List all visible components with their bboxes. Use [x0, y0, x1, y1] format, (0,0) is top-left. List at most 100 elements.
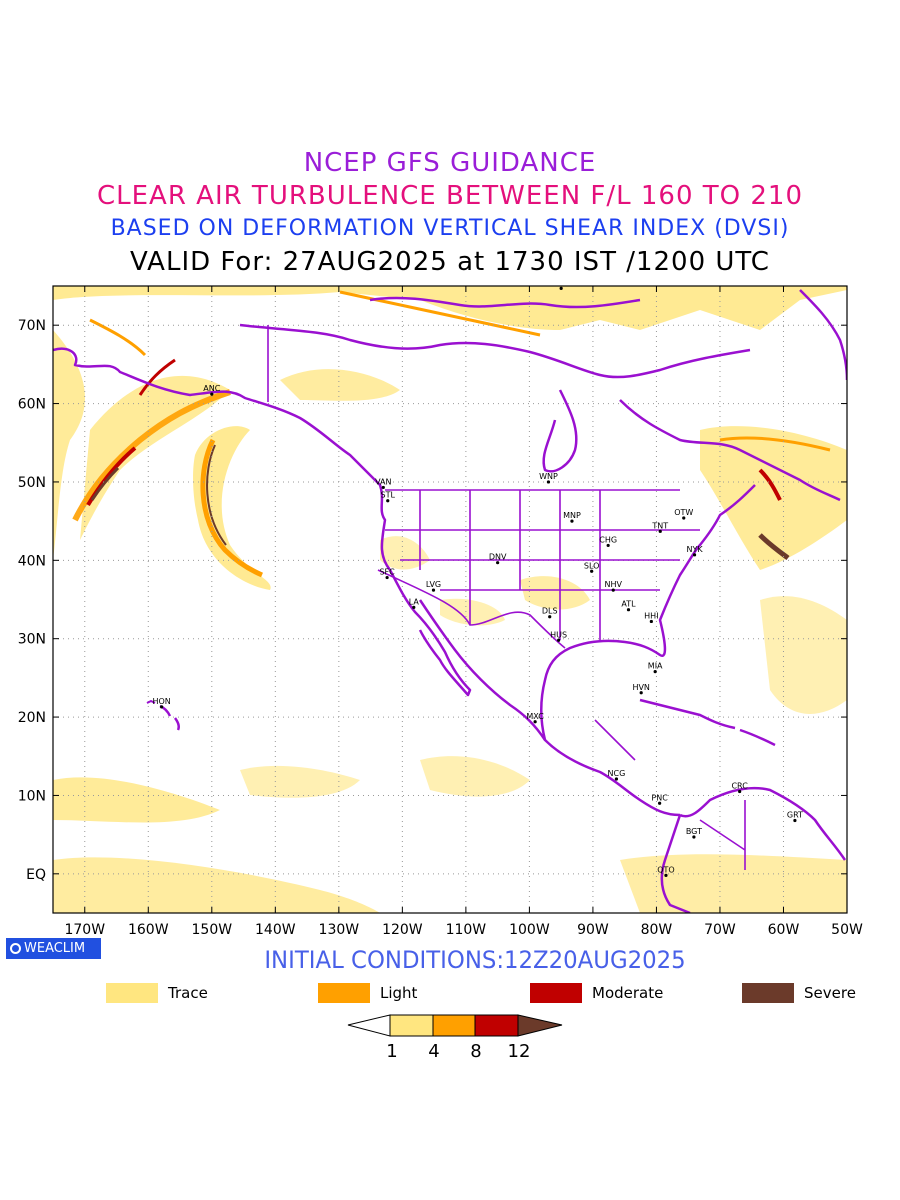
lat-label: 30N [18, 632, 46, 648]
station-marker [614, 777, 619, 781]
lon-label: 150W [192, 922, 233, 938]
station-label: RES [553, 278, 569, 287]
title-method: BASED ON DEFORMATION VERTICAL SHEAR INDE… [110, 216, 790, 241]
legend-label-light: Light [380, 984, 418, 1002]
legend-swatch-trace [106, 983, 158, 1003]
station-marker [692, 835, 696, 839]
turbulence-shading [53, 286, 847, 913]
station-labels: ANC RES VAN STL WNP MNP OTW TNT CHG NYK DNV SLO SFC L… [152, 278, 803, 877]
station-label: DLS [542, 607, 558, 616]
station-marker [590, 569, 594, 573]
station-label: NCG [608, 769, 626, 778]
lon-label: 140W [255, 922, 296, 938]
lon-label: 100W [509, 922, 550, 938]
lat-label: 70N [18, 318, 46, 334]
station-marker [692, 553, 697, 557]
station-label: DNV [489, 553, 507, 562]
station-label: GRT [787, 811, 803, 820]
station-label: ANC [203, 384, 220, 393]
lat-label: 20N [18, 710, 46, 726]
lon-label: 80W [641, 922, 673, 938]
title-valid-time: VALID For: 27AUG2025 at 1730 IST /1200 U… [130, 247, 770, 277]
plot-frame [52, 285, 848, 914]
lat-label: 10N [18, 788, 46, 804]
weaclim-badge: WEACLIM [6, 938, 101, 959]
legend-moderate: Moderate [530, 983, 663, 1003]
station-marker [664, 873, 668, 877]
lat-label: 60N [18, 397, 46, 413]
station-marker [559, 286, 563, 290]
station-label: BGT [686, 827, 702, 836]
map-plot-area: ANC RES VAN STL WNP MNP OTW TNT CHG NYK DNV SLO SFC L… [53, 278, 847, 913]
lon-label: 90W [577, 922, 609, 938]
lat-label: 50N [18, 475, 46, 491]
station-label: MXC [526, 712, 544, 721]
legend-severe: Severe [742, 983, 856, 1003]
station-label: STL [381, 491, 396, 500]
station-marker [639, 691, 643, 695]
station-label: MNP [563, 511, 581, 520]
political-boundaries [267, 325, 746, 870]
station-label: HHI [644, 611, 658, 620]
station-label: NHV [605, 580, 623, 589]
station-label: CRC [731, 782, 748, 791]
station-label: HON [152, 697, 170, 706]
lon-label: 160W [128, 922, 169, 938]
title-product: CLEAR AIR TURBULENCE BETWEEN F/L 160 TO … [96, 181, 804, 211]
lat-label: EQ [26, 867, 46, 883]
station-label: SLO [584, 561, 600, 570]
legend-trace: Trace [106, 983, 208, 1003]
lat-label: 40N [18, 553, 46, 569]
weaclim-logo-icon [10, 943, 21, 954]
legend-swatch-severe [742, 983, 794, 1003]
station-marker [611, 588, 615, 592]
station-marker [548, 615, 552, 619]
axis-ticks [53, 286, 848, 913]
station-marker [649, 619, 653, 624]
station-marker [557, 638, 561, 642]
station-marker [386, 499, 390, 503]
station-marker [412, 605, 416, 609]
longitude-labels: 170W 160W 150W 140W 130W 120W 110W 100W 90W 80W 70… [64, 922, 863, 938]
station-label: MIA [648, 662, 663, 671]
station-label: LA [409, 597, 420, 606]
station-label: TNT [651, 521, 668, 530]
title-model: NCEP GFS GUIDANCE [303, 148, 597, 178]
legend-swatch-light [318, 983, 370, 1003]
station-label: WNP [539, 472, 558, 481]
station-marker [793, 818, 797, 823]
station-label: PNC [651, 793, 668, 802]
station-label: ATL [621, 600, 636, 609]
legend-light: Light [318, 983, 417, 1003]
station-label: HVN [632, 683, 649, 692]
station-marker [385, 575, 389, 580]
station-marker [533, 720, 537, 724]
initial-conditions: INITIAL CONDITIONS:12Z20AUG2025 [264, 946, 686, 974]
station-marker [381, 485, 385, 490]
station-marker [570, 519, 574, 523]
station-label: OTW [674, 508, 693, 517]
station-label: VAN [375, 477, 391, 486]
legend-swatch-moderate [530, 983, 582, 1003]
station-marker [431, 588, 436, 592]
station-marker [653, 670, 657, 674]
station-marker [496, 561, 500, 565]
station-label: CHG [599, 535, 617, 544]
lon-label: 70W [704, 922, 736, 938]
legend-label-moderate: Moderate [592, 984, 664, 1002]
lon-label: 130W [319, 922, 360, 938]
station-marker [626, 608, 631, 612]
station-marker [682, 516, 686, 520]
lon-label: 170W [64, 922, 105, 938]
station-label: SFC [379, 568, 395, 577]
station-marker [546, 480, 551, 484]
legend-label-trace: Trace [168, 984, 208, 1002]
station-marker [658, 801, 662, 805]
lon-label: 120W [382, 922, 423, 938]
legend-label-severe: Severe [804, 984, 856, 1002]
lon-label: 60W [768, 922, 800, 938]
station-marker [658, 529, 662, 533]
station-marker [606, 543, 610, 548]
station-marker [160, 705, 164, 709]
